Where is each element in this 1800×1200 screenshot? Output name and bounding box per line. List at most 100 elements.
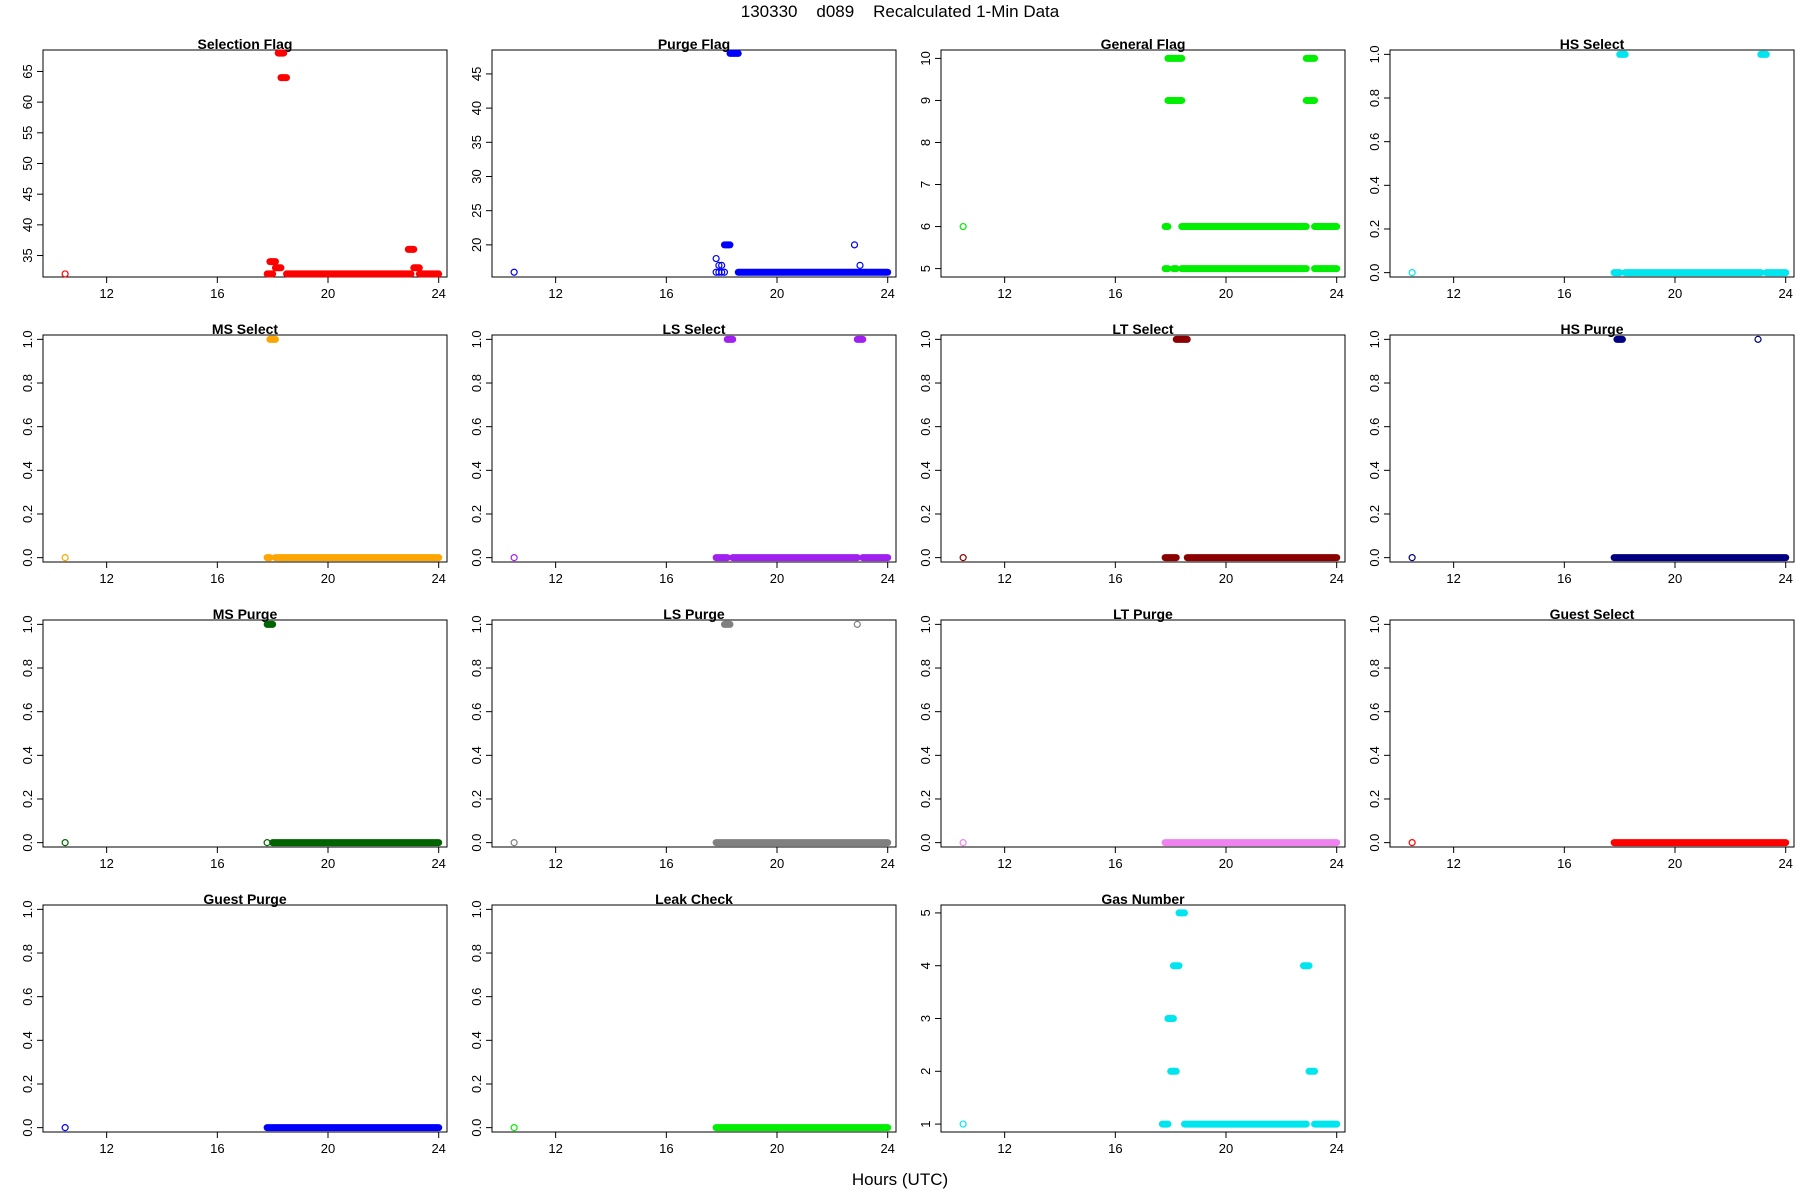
data-point [510, 1124, 518, 1132]
y-tick-label: 0.6 [918, 703, 933, 721]
y-tick-label: 0.6 [1367, 133, 1382, 151]
panel-title: LS Select [662, 321, 725, 337]
x-tick-label: 16 [210, 571, 224, 586]
y-tick-label: 0.2 [469, 505, 484, 523]
panel: Guest Select 12 16 20 24 0.0 0.2 0.4 0.6 0.8 1.0 [1367, 606, 1795, 871]
y-tick-label: 0.2 [20, 1075, 35, 1093]
panel: MS Select 12 16 20 24 0.0 0.2 0.4 0.6 0.8 1.0 [20, 321, 448, 586]
plot-frame [1389, 334, 1795, 563]
panel-title: Guest Select [1550, 606, 1635, 622]
y-tick-label: 0.0 [469, 834, 484, 852]
y-tick-label: 0.6 [1367, 703, 1382, 721]
x-tick-label: 20 [321, 286, 335, 301]
y-tick-label: 1.0 [20, 330, 35, 348]
y-tick-label: 8 [918, 139, 933, 146]
y-tick-label: 0.0 [20, 549, 35, 567]
y-tick-label: 0.0 [469, 1119, 484, 1137]
y-tick-label: 0.2 [918, 790, 933, 808]
data-point [510, 554, 518, 562]
plot-frame [940, 619, 1346, 848]
x-tick-label: 24 [431, 286, 445, 301]
x-tick-label: 16 [210, 856, 224, 871]
y-tick-label: 40 [20, 218, 35, 232]
y-tick-label: 0.0 [1367, 549, 1382, 567]
plot-frame [491, 904, 897, 1133]
y-tick-label: 0.2 [469, 790, 484, 808]
x-tick-label: 20 [321, 856, 335, 871]
y-tick-label: 0.8 [469, 944, 484, 962]
y-tick-label: 0.4 [469, 461, 484, 479]
x-tick-label: 16 [210, 1141, 224, 1156]
panel: LT Purge 12 16 20 24 0.0 0.2 0.4 0.6 0.8 1.0 [918, 606, 1346, 871]
x-tick-label: 12 [548, 286, 562, 301]
x-tick-label: 24 [1778, 571, 1792, 586]
x-tick-label: 20 [770, 286, 784, 301]
x-tick-label: 24 [880, 1141, 894, 1156]
data-point [1408, 839, 1416, 847]
data-point [720, 268, 729, 276]
x-tick-label: 24 [1778, 856, 1792, 871]
x-axis-label: Hours (UTC) [851, 1170, 949, 1189]
x-tick-label: 20 [1668, 571, 1682, 586]
y-tick-label: 0.6 [1367, 418, 1382, 436]
panel: Leak Check 12 16 20 24 0.0 0.2 0.4 0.6 0.8 1.0 [469, 891, 897, 1156]
x-tick-label: 12 [548, 571, 562, 586]
x-tick-label: 24 [1329, 286, 1343, 301]
y-tick-label: 0.2 [918, 505, 933, 523]
figure-title: 130330 d089 Recalculated 1-Min Data [740, 2, 1060, 21]
plot-frame [42, 619, 448, 848]
panel: HS Select 12 16 20 24 0.0 0.2 0.4 0.6 0.8 1.0 [1367, 36, 1795, 301]
y-tick-label: 35 [20, 248, 35, 262]
y-tick-label: 1.0 [918, 330, 933, 348]
x-tick-label: 20 [1668, 286, 1682, 301]
data-point [1754, 335, 1762, 343]
y-tick-label: 0.8 [918, 374, 933, 392]
x-tick-label: 12 [997, 1141, 1011, 1156]
panel-title: General Flag [1101, 36, 1186, 52]
y-tick-label: 5 [918, 265, 933, 272]
panel-title: HS Select [1560, 36, 1625, 52]
y-tick-label: 1.0 [469, 330, 484, 348]
x-tick-label: 20 [1219, 1141, 1233, 1156]
data-point [510, 268, 518, 276]
x-tick-label: 24 [880, 571, 894, 586]
x-tick-label: 24 [1329, 856, 1343, 871]
x-tick-label: 16 [659, 1141, 673, 1156]
y-tick-label: 0.2 [20, 790, 35, 808]
plot-frame [940, 49, 1346, 278]
data-point [959, 554, 967, 562]
panel-title: Leak Check [655, 891, 733, 907]
x-tick-label: 20 [1668, 856, 1682, 871]
y-tick-label: 0.2 [20, 505, 35, 523]
y-tick-label: 0.6 [469, 703, 484, 721]
y-tick-label: 0.4 [1367, 746, 1382, 764]
data-point [61, 1124, 69, 1132]
y-tick-label: 0.8 [20, 374, 35, 392]
x-tick-label: 24 [1778, 286, 1792, 301]
x-tick-label: 12 [99, 1141, 113, 1156]
data-point [856, 261, 864, 269]
x-tick-label: 16 [1557, 856, 1571, 871]
plot-frame [940, 334, 1346, 563]
x-tick-label: 20 [770, 571, 784, 586]
data-point [959, 1120, 967, 1128]
x-tick-label: 12 [997, 571, 1011, 586]
y-tick-label: 0.6 [20, 418, 35, 436]
data-point [61, 554, 69, 562]
y-tick-label: 0.2 [1367, 220, 1382, 238]
y-tick-label: 0.4 [918, 746, 933, 764]
y-tick-label: 0.6 [20, 988, 35, 1006]
y-tick-label: 0.0 [1367, 834, 1382, 852]
y-tick-label: 25 [469, 203, 484, 217]
y-tick-label: 0.6 [918, 418, 933, 436]
data-point [853, 620, 861, 628]
y-tick-label: 0.4 [1367, 176, 1382, 194]
y-tick-label: 1.0 [1367, 330, 1382, 348]
y-tick-label: 0.8 [20, 944, 35, 962]
y-tick-label: 30 [469, 169, 484, 183]
y-tick-label: 0.8 [1367, 374, 1382, 392]
x-tick-label: 20 [1219, 571, 1233, 586]
y-tick-label: 0.0 [918, 834, 933, 852]
y-tick-label: 0.4 [469, 746, 484, 764]
x-tick-label: 20 [1219, 286, 1233, 301]
